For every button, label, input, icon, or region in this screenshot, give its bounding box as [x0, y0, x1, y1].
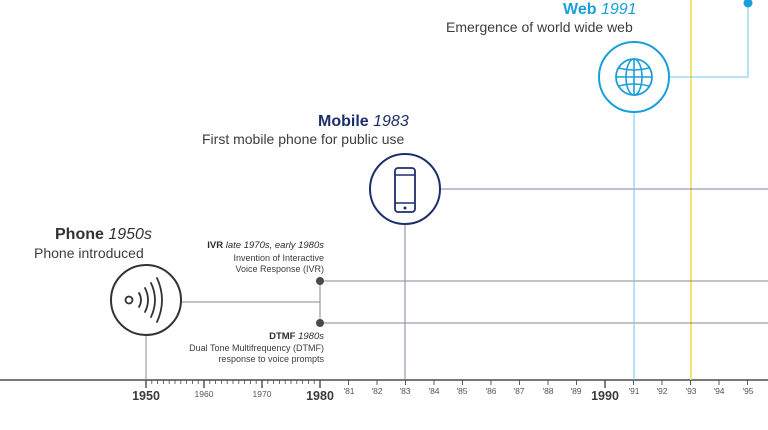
phone-name: Phone [55, 226, 104, 243]
axis-label-1990: 1990 [591, 389, 619, 403]
axis-label-85: '85 [456, 386, 468, 396]
axis-label-87: '87 [513, 386, 525, 396]
ivr-year: late 1970s, early 1980s [225, 240, 324, 251]
axis-label-89: '89 [570, 386, 582, 396]
axis-label-82: '82 [371, 386, 383, 396]
web-name: Web [563, 1, 597, 18]
axis-label-1980: 1980 [306, 389, 334, 403]
ivr-dot [316, 277, 324, 285]
web-title: Web 1991 [563, 1, 637, 19]
dtmf-description-line2: response to voice prompts [218, 354, 324, 364]
axis-label-92: '92 [656, 386, 668, 396]
web-description: Emergence of world wide web [446, 19, 633, 35]
mobile-description: First mobile phone for public use [202, 131, 405, 147]
mobile-phone-icon [369, 153, 441, 225]
axis-label-86: '86 [485, 386, 497, 396]
web-dot [743, 0, 753, 8]
globe-icon [598, 41, 670, 113]
axis-label-1970: 1970 [252, 389, 272, 399]
dtmf-dot [316, 319, 324, 327]
axis-label-1960: 1960 [194, 389, 214, 399]
axis-label-1950: 1950 [132, 389, 160, 403]
phone-signal-icon [110, 264, 182, 336]
axis-label-83: '83 [399, 386, 411, 396]
phone-year: 1950s [108, 226, 152, 243]
axis-label-84: '84 [428, 386, 440, 396]
axis-label-93: '93 [685, 386, 697, 396]
dtmf-description-line1: Dual Tone Multifrequency (DTMF) [189, 343, 324, 353]
phone-description: Phone introduced [34, 245, 144, 261]
axis-label-91: '91 [628, 386, 640, 396]
dtmf-name: DTMF [269, 331, 296, 342]
ivr-name: IVR [207, 240, 224, 251]
axis-label-88: '88 [542, 386, 554, 396]
ivr-description-line1: Invention of Interactive [233, 253, 324, 263]
mobile-name: Mobile [318, 113, 369, 130]
axis-ticks [145, 380, 748, 388]
axis-label-95: '95 [742, 386, 754, 396]
axis-label-94: '94 [713, 386, 725, 396]
dtmf-title: DTMF 1980s [269, 331, 324, 343]
ivr-title: IVR late 1970s, early 1980s [207, 240, 324, 252]
mobile-year: 1983 [373, 113, 409, 130]
dtmf-year: 1980s [298, 331, 324, 342]
axis-label-81: '81 [343, 386, 355, 396]
web-year: 1991 [600, 1, 637, 18]
ivr-description-line2: Voice Response (IVR) [235, 264, 324, 274]
phone-title: Phone 1950s [55, 226, 152, 244]
mobile-title: Mobile 1983 [318, 113, 409, 131]
